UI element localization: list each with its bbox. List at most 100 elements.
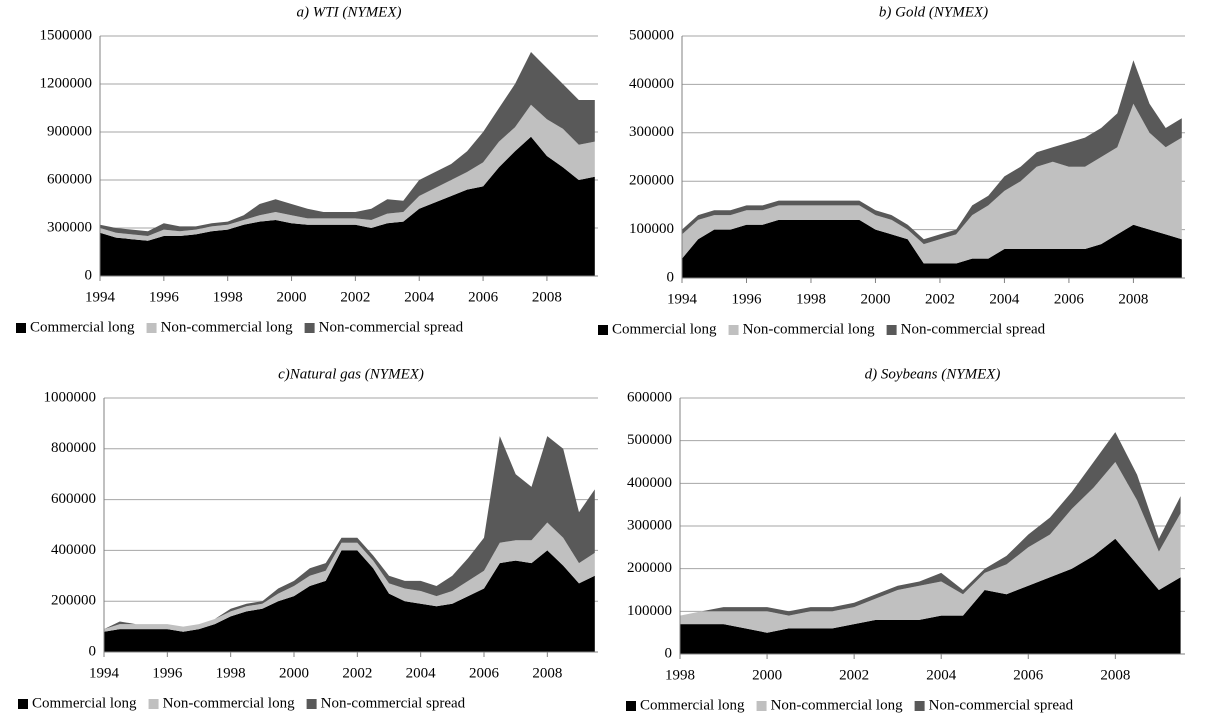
legend-label: Commercial long: [612, 321, 717, 337]
y-tick-label: 900000: [47, 123, 92, 139]
y-tick-label: 300000: [627, 517, 672, 533]
x-tick-label: 2006: [1054, 291, 1085, 307]
legend-swatch: [18, 699, 28, 709]
legend-label: Non-commercial spread: [319, 319, 464, 335]
panel: d) Soybeans (NYMEX) 0 100000 200000 300000 40…: [626, 366, 1185, 713]
x-tick-label: 2008: [532, 289, 562, 305]
y-tick-label: 0: [665, 645, 673, 661]
legend-swatch: [306, 699, 317, 709]
legend-label: Non-commercial long: [743, 321, 876, 337]
y-tick-label: 800000: [51, 440, 96, 456]
legend-swatch: [756, 701, 767, 711]
y-tick-label: 1200000: [40, 75, 93, 91]
y-tick-label: 1000000: [44, 389, 97, 405]
area: [682, 103, 1182, 264]
x-tick-label: 1998: [665, 667, 695, 683]
legend-label: Commercial long: [30, 319, 135, 335]
y-tick-label: 500000: [627, 432, 672, 448]
area: [100, 52, 595, 236]
area: [100, 136, 595, 276]
x-tick-label: 2002: [925, 291, 955, 307]
x-tick-label: 2006: [1013, 667, 1044, 683]
legend-swatch: [304, 323, 315, 333]
y-tick-label: 0: [667, 269, 675, 285]
x-tick-label: 2004: [404, 289, 435, 305]
panel: b) Gold (NYMEX) 0 100000 200000 300000 400000…: [598, 4, 1185, 337]
area: [104, 436, 595, 630]
area: [104, 522, 595, 632]
y-tick-label: 600000: [47, 171, 92, 187]
x-tick-label: 1996: [152, 665, 183, 681]
x-tick-label: 1996: [731, 291, 762, 307]
y-tick-label: 400000: [51, 542, 96, 558]
chart-title: c)Natural gas (NYMEX): [278, 366, 424, 382]
y-tick-label: 200000: [629, 173, 674, 189]
legend-label: Commercial long: [32, 695, 137, 711]
x-tick-label: 1996: [149, 289, 180, 305]
y-tick-label: 1500000: [40, 27, 93, 43]
legend-swatch: [16, 323, 26, 333]
x-tick-label: 2004: [989, 291, 1020, 307]
area: [100, 104, 595, 241]
x-tick-label: 1994: [667, 291, 698, 307]
x-tick-label: 1998: [796, 291, 826, 307]
x-tick-label: 2008: [1100, 667, 1130, 683]
legend-label: Non-commercial spread: [929, 697, 1074, 713]
x-tick-label: 2002: [342, 665, 372, 681]
y-tick-label: 600000: [51, 491, 96, 507]
x-tick-label: 2004: [406, 665, 437, 681]
area: [104, 550, 595, 652]
area: [682, 219, 1182, 278]
x-tick-label: 2002: [340, 289, 370, 305]
y-tick-label: 600000: [627, 389, 672, 405]
legend-label: Non-commercial long: [771, 697, 904, 713]
legend-swatch: [728, 325, 739, 335]
area: [680, 432, 1181, 616]
area: [680, 538, 1181, 654]
x-tick-label: 2000: [860, 291, 890, 307]
x-tick-label: 2006: [469, 665, 500, 681]
y-tick-label: 200000: [51, 593, 96, 609]
legend-swatch: [626, 701, 636, 711]
y-tick-label: 0: [89, 643, 97, 659]
chart-title: b) Gold (NYMEX): [879, 4, 988, 20]
legend-swatch: [148, 699, 159, 709]
legend-label: Non-commercial long: [163, 695, 296, 711]
x-tick-label: 2006: [468, 289, 499, 305]
x-tick-label: 2004: [926, 667, 957, 683]
panel: c)Natural gas (NYMEX) 0 200000 400000 600000…: [18, 366, 598, 711]
area: [682, 60, 1182, 245]
area: [680, 462, 1181, 633]
x-tick-label: 2002: [839, 667, 869, 683]
legend-swatch: [146, 323, 157, 333]
legend-swatch: [598, 325, 608, 335]
y-tick-label: 200000: [627, 560, 672, 576]
x-tick-label: 1994: [89, 665, 120, 681]
legend-swatch: [914, 701, 925, 711]
y-tick-label: 0: [85, 267, 93, 283]
legend-label: Non-commercial long: [161, 319, 294, 335]
y-tick-label: 300000: [629, 124, 674, 140]
y-tick-label: 400000: [627, 475, 672, 491]
panel: a) WTI (NYMEX) 0 300000 600000 900000 1200000…: [16, 4, 598, 335]
y-tick-label: 100000: [629, 221, 674, 237]
y-tick-label: 300000: [47, 219, 92, 235]
y-tick-label: 100000: [627, 603, 672, 619]
x-tick-label: 2008: [532, 665, 562, 681]
chart-title: d) Soybeans (NYMEX): [865, 366, 1001, 382]
x-tick-label: 1998: [216, 665, 246, 681]
legend-swatch: [886, 325, 897, 335]
y-tick-label: 400000: [629, 76, 674, 92]
x-tick-label: 2008: [1118, 291, 1148, 307]
x-tick-label: 1998: [213, 289, 243, 305]
x-tick-label: 2000: [279, 665, 309, 681]
legend-label: Non-commercial spread: [901, 321, 1046, 337]
x-tick-label: 2000: [752, 667, 782, 683]
x-tick-label: 1994: [85, 289, 116, 305]
x-tick-label: 2000: [277, 289, 307, 305]
chart-title: a) WTI (NYMEX): [297, 4, 402, 20]
y-tick-label: 500000: [629, 27, 674, 43]
legend-label: Non-commercial spread: [321, 695, 466, 711]
legend-label: Commercial long: [640, 697, 745, 713]
